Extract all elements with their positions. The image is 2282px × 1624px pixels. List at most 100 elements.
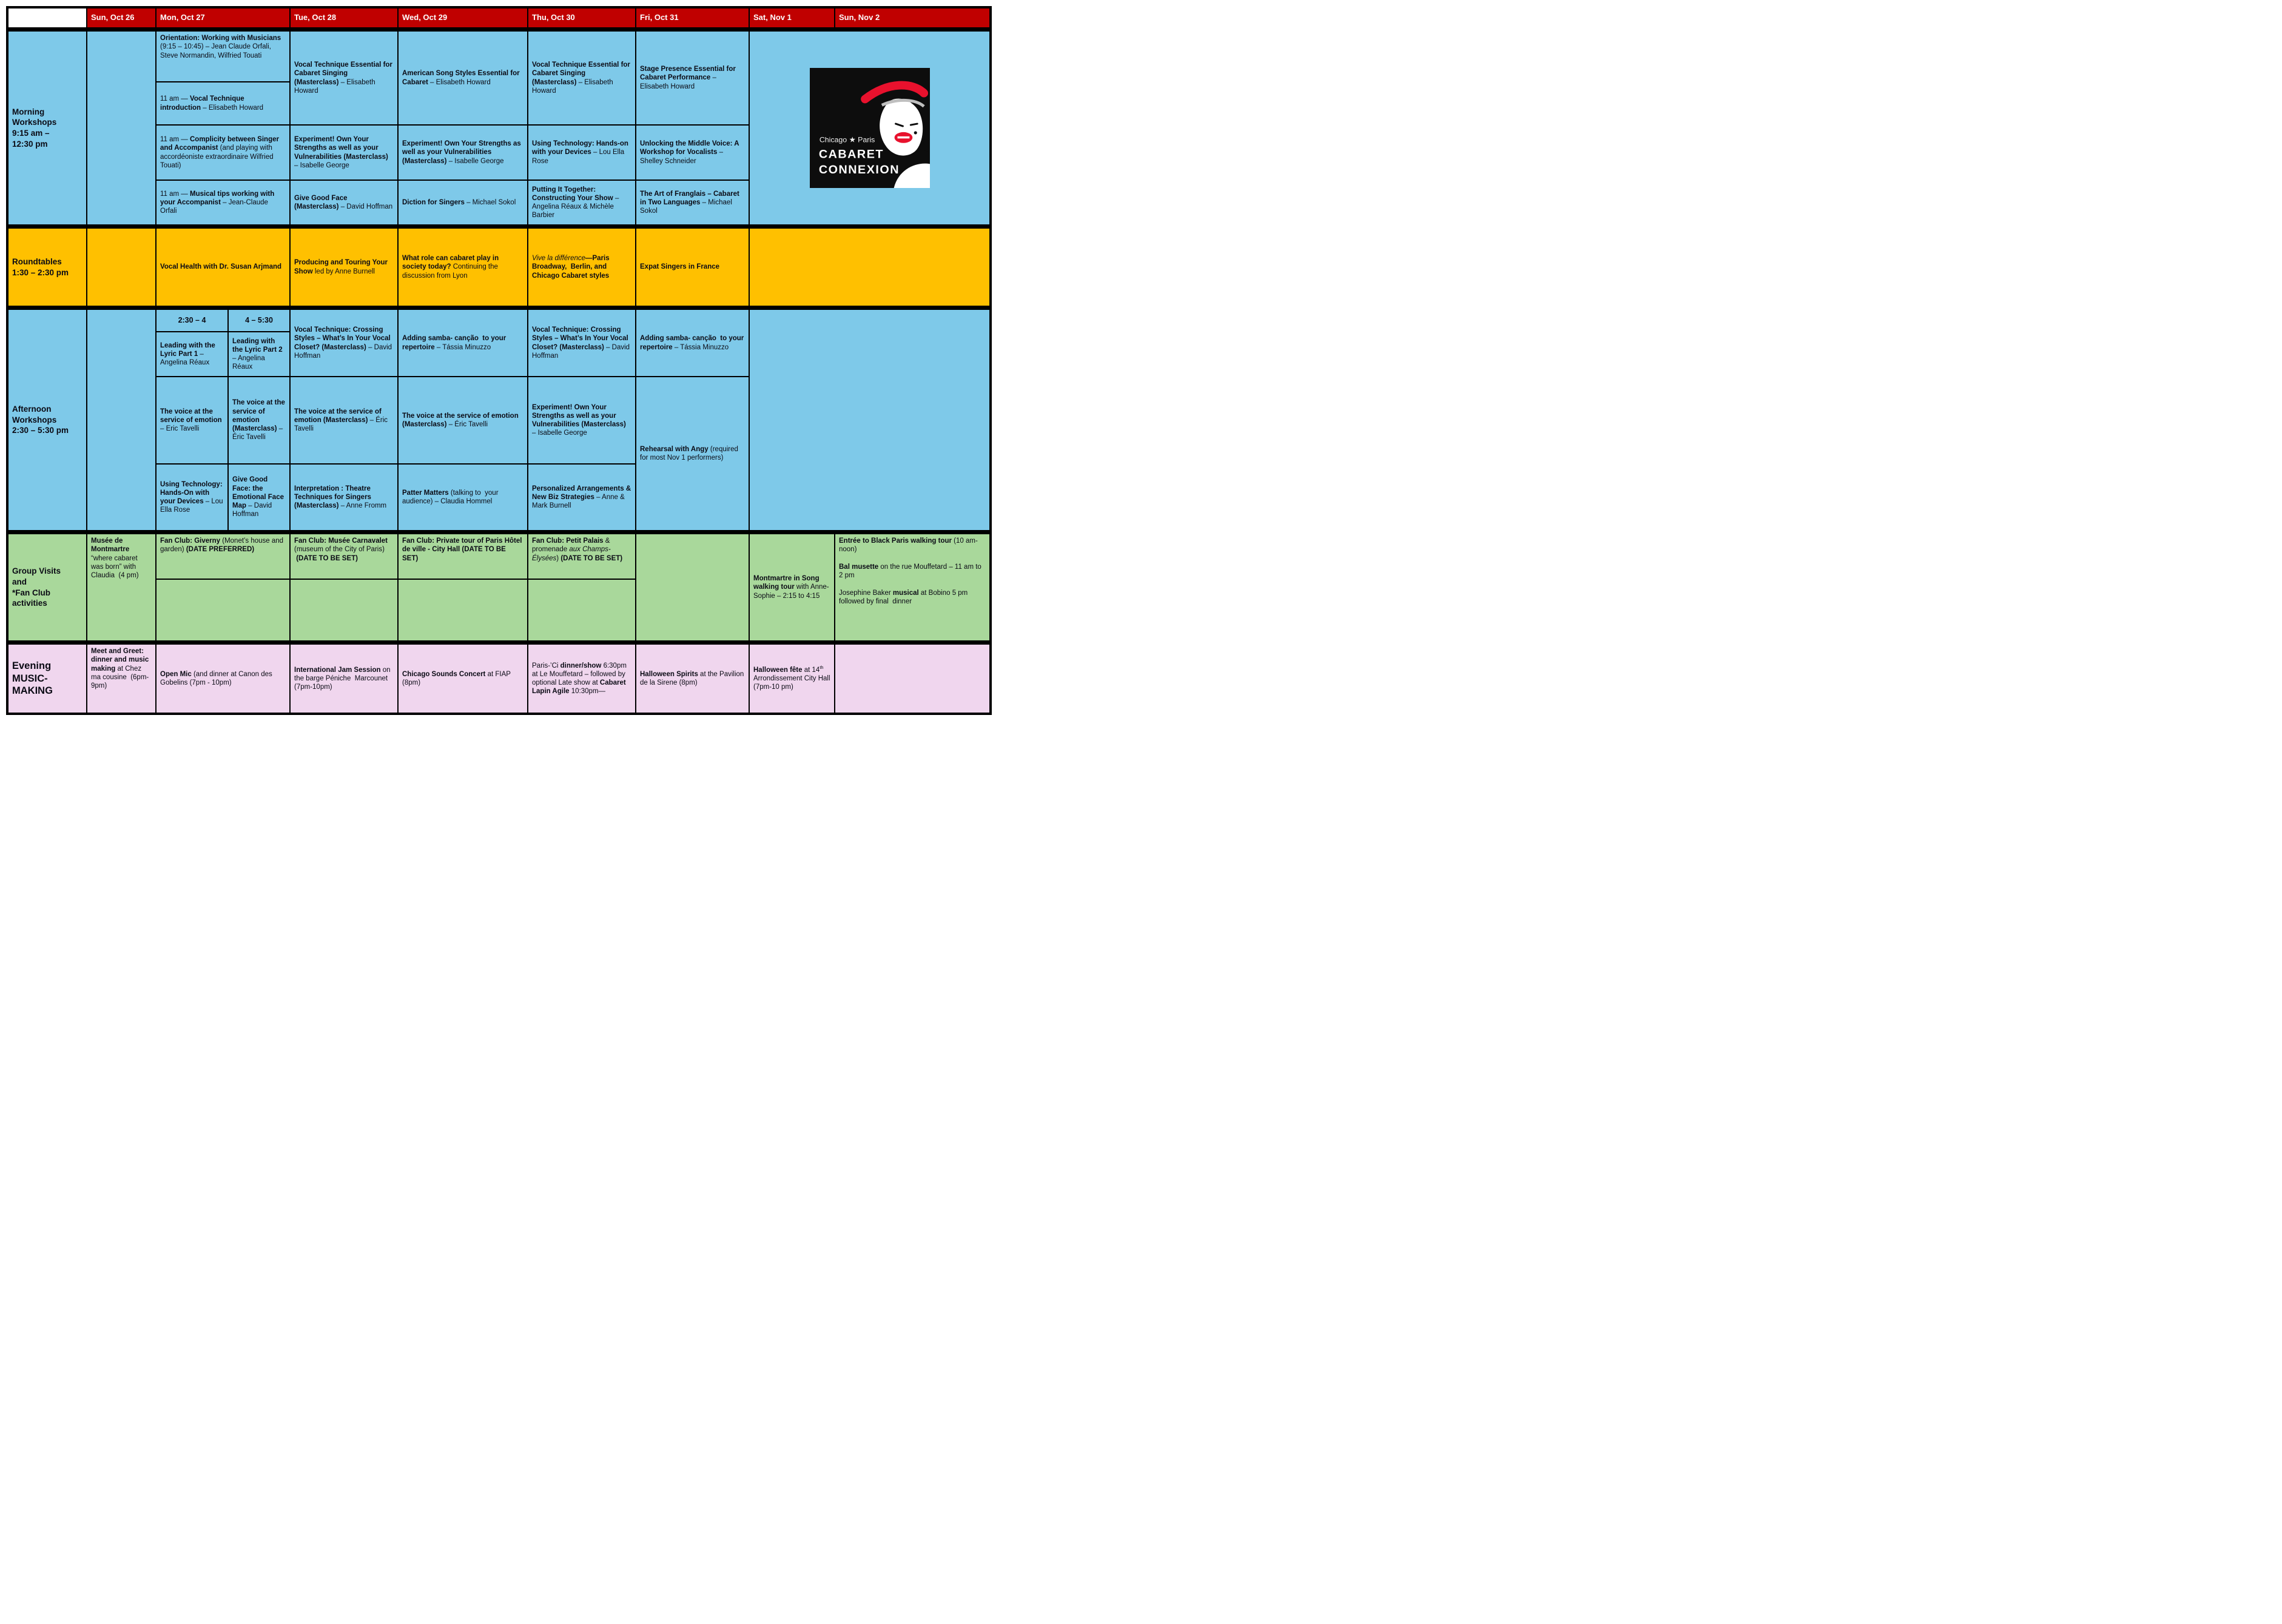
text-run: Arrondissement City Hall (7pm-10 pm) bbox=[753, 666, 832, 691]
logo-face bbox=[879, 98, 923, 156]
text-run: Putting It Together: Constructing Your S… bbox=[532, 186, 613, 202]
cell-evening-mon-open-mic: Open Mic (and dinner at Canon des Gobeli… bbox=[157, 645, 289, 713]
text-run: (Monet’s house and garden) bbox=[160, 537, 286, 554]
cell-morning-sun-empty bbox=[87, 32, 155, 224]
day-header-fri-oct-31-text: Fri, Oct 31 bbox=[636, 12, 749, 24]
cell-afternoon-thu-personalized-arrangements: Personalized Arrangements & New Biz Stra… bbox=[528, 465, 635, 530]
text-run: Group Visits and *Fan Club activities bbox=[12, 566, 61, 608]
text-run: at Bobino 5 pm followed by final dinner bbox=[839, 589, 970, 605]
text-run: Halloween fête bbox=[753, 666, 803, 674]
text-run: at the Pavilion de la Sirene (8pm) bbox=[640, 670, 746, 686]
text-run: Wed, Oct 29 bbox=[402, 13, 448, 22]
cell-group-thu-empty bbox=[528, 580, 635, 640]
cell-afternoon-tue-crossing-styles: Vocal Technique: Crossing Styles – What’… bbox=[291, 310, 397, 376]
cell-evening-thu-paris-ci: Paris-’Ci dinner/show 6:30pm at Le Mouff… bbox=[528, 645, 635, 713]
text-run: Meet and Greet: dinner and music making bbox=[91, 648, 151, 673]
logo-beauty-mark bbox=[914, 131, 917, 135]
text-run: Vocal Technique Essential for Cabaret Si… bbox=[532, 61, 633, 86]
text-run: – Lou Ella Rose bbox=[532, 149, 627, 165]
text-run: Adding samba- canção to your repertoire bbox=[402, 335, 508, 351]
text-run: & promenade bbox=[532, 537, 612, 554]
text-run: Using Technology: Hands-On with your Dev… bbox=[160, 480, 224, 506]
text-run: Fan Club: Petit Palais bbox=[532, 537, 604, 545]
cell-afternoon-tue-voice-emotion-text: The voice at the service of emotion (Mas… bbox=[291, 405, 397, 436]
cell-morning-mon-orientation: Orientation: Working with Musicians (9:1… bbox=[157, 32, 289, 81]
cell-afternoon-thu-crossing-styles: Vocal Technique: Crossing Styles – What’… bbox=[528, 310, 635, 376]
cell-group-wed-empty bbox=[399, 580, 527, 640]
row-label-evening-music-making: Evening MUSIC- MAKING bbox=[8, 645, 86, 713]
text-run: Experiment! Own Your Strengths as well a… bbox=[294, 136, 388, 161]
text-run: 4 – 5:30 bbox=[245, 315, 273, 324]
cell-morning-fri-stage-presence: Stage Presence Essential for Cabaret Per… bbox=[636, 32, 749, 124]
section-divider bbox=[8, 29, 989, 30]
text-run: – Isabelle George bbox=[446, 157, 504, 165]
text-run: – Isabelle George bbox=[532, 421, 628, 437]
cell-roundtable-sun-empty bbox=[87, 229, 155, 306]
cell-evening-wed-chicago-sounds-text: Chicago Sounds Concert at FIAP (8pm) bbox=[399, 668, 527, 690]
cell-group-mon-giverny-text: Fan Club: Giverny (Monet’s house and gar… bbox=[157, 534, 289, 557]
text-run: dinner/show bbox=[560, 662, 602, 669]
text-run: Chicago Sounds Concert bbox=[402, 670, 486, 678]
text-run: The Art of Franglais – Cabaret in Two La… bbox=[640, 190, 742, 206]
cell-morning-fri-franglais-text: The Art of Franglais – Cabaret in Two La… bbox=[636, 187, 749, 218]
text-run: What role can cabaret play in society to… bbox=[402, 255, 501, 271]
text-run: Josephine Baker bbox=[839, 589, 893, 597]
text-run: Thu, Oct 30 bbox=[532, 13, 575, 22]
cell-evening-wed-chicago-sounds: Chicago Sounds Concert at FIAP (8pm) bbox=[399, 645, 527, 713]
cell-afternoon-mon-b-voice-emotion-masterclass: The voice at the service of emotion (Mas… bbox=[229, 377, 289, 463]
day-header-sun-oct-26-text: Sun, Oct 26 bbox=[87, 12, 155, 24]
row-label-morning-workshops: Morning Workshops 9:15 am – 12:30 pm bbox=[8, 32, 86, 224]
text-run: Musée de Montmartre bbox=[91, 537, 130, 554]
cell-evening-sat-halloween-fete-text: Halloween fête at 14th Arrondissement Ci… bbox=[750, 663, 834, 694]
cell-morning-mon-orientation-text: Orientation: Working with Musicians (9:1… bbox=[157, 32, 289, 62]
cell-evening-thu-paris-ci-text: Paris-’Ci dinner/show 6:30pm at Le Mouff… bbox=[528, 659, 635, 699]
cell-evening-fri-halloween-spirits: Halloween Spirits at the Pavilion de la … bbox=[636, 645, 749, 713]
text-run: International Jam Session bbox=[294, 666, 381, 674]
day-header-thu-oct-30-text: Thu, Oct 30 bbox=[528, 12, 635, 24]
cell-morning-weekend-logo: Chicago ★ Paris CABARET CONNEXION bbox=[750, 32, 989, 224]
cell-morning-wed-experiment-text: Experiment! Own Your Strengths as well a… bbox=[399, 137, 527, 168]
cell-morning-wed-experiment: Experiment! Own Your Strengths as well a… bbox=[399, 126, 527, 180]
cell-afternoon-mon-b-emotional-face-map-text: Give Good Face: the Emotional Face Map –… bbox=[229, 473, 289, 521]
day-header-wed-oct-29: Wed, Oct 29 bbox=[399, 8, 527, 27]
cell-roundtable-fri-expat-singers-text: Expat Singers in France bbox=[636, 260, 749, 273]
cell-morning-wed-diction: Diction for Singers – Michael Sokol bbox=[399, 181, 527, 224]
text-run: Entrée to Black Paris walking tour bbox=[839, 537, 952, 545]
cell-evening-mon-open-mic-text: Open Mic (and dinner at Canon des Gobeli… bbox=[157, 668, 289, 690]
cell-morning-tue-give-good-face: Give Good Face (Masterclass) – David Hof… bbox=[291, 181, 397, 224]
text-run: Fan Club: Giverny bbox=[160, 537, 221, 545]
row-label-roundtables-text: Roundtables 1:30 – 2:30 pm bbox=[8, 254, 86, 280]
text-run: Interpretation : Theatre Techniques for … bbox=[294, 485, 374, 510]
cell-group-mon-empty bbox=[157, 580, 289, 640]
cell-afternoon-thu-personalized-arrangements-text: Personalized Arrangements & New Biz Stra… bbox=[528, 482, 635, 513]
section-divider bbox=[8, 531, 989, 533]
text-run: th bbox=[820, 664, 824, 670]
cell-afternoon-wed-patter-matters-text: Patter Matters (talking to your audience… bbox=[399, 486, 527, 509]
text-run: Orientation: Working with Musicians bbox=[160, 35, 281, 42]
cell-group-sun-musee-montmartre: Musée de Montmartre “where cabaret was b… bbox=[87, 534, 155, 640]
cell-morning-wed-american-song-text: American Song Styles Essential for Cabar… bbox=[399, 67, 527, 89]
text-run: – Tássia Minuzzo bbox=[672, 343, 729, 351]
text-run: Vocal Technique: Crossing Styles – What’… bbox=[532, 326, 630, 351]
text-run: (required for most Nov 1 performers) bbox=[640, 445, 741, 461]
text-run: (and dinner at Canon des Gobelins (7pm -… bbox=[160, 670, 274, 686]
cell-morning-mon-complicity: 11 am — Complicity between Singer and Ac… bbox=[157, 126, 289, 180]
cell-roundtable-weekend-empty bbox=[750, 229, 989, 306]
day-header-tue-oct-28-text: Tue, Oct 28 bbox=[291, 12, 397, 24]
cell-group-tue-carnavalet: Fan Club: Musée Carnavalet (museum of th… bbox=[291, 534, 397, 579]
text-run: — bbox=[585, 255, 593, 263]
day-header-thu-oct-30: Thu, Oct 30 bbox=[528, 8, 635, 27]
text-run: Paris-’Ci bbox=[532, 662, 560, 669]
text-run: Roundtables 1:30 – 2:30 pm bbox=[12, 257, 69, 277]
cell-morning-fri-franglais: The Art of Franglais – Cabaret in Two La… bbox=[636, 181, 749, 224]
cell-morning-fri-stage-presence-text: Stage Presence Essential for Cabaret Per… bbox=[636, 62, 749, 93]
text-run: Vocal Health with Dr. Susan Arjmand bbox=[160, 263, 282, 271]
text-run: – Eric Tavelli bbox=[160, 416, 224, 433]
logo-location: Chicago ★ Paris bbox=[819, 136, 874, 144]
text-run: (DATE TO BE SET) bbox=[560, 554, 623, 562]
text-run: Evening MUSIC- MAKING bbox=[12, 660, 53, 697]
cell-afternoon-mon-a-using-technology: Using Technology: Hands-On with your Dev… bbox=[157, 465, 227, 530]
cell-group-sat-montmartre-in-song: Montmartre in Song walking tour with Ann… bbox=[750, 534, 834, 640]
text-run: led by Anne Burnell bbox=[312, 267, 375, 275]
cell-evening-tue-jam-session: International Jam Session on the barge P… bbox=[291, 645, 397, 713]
